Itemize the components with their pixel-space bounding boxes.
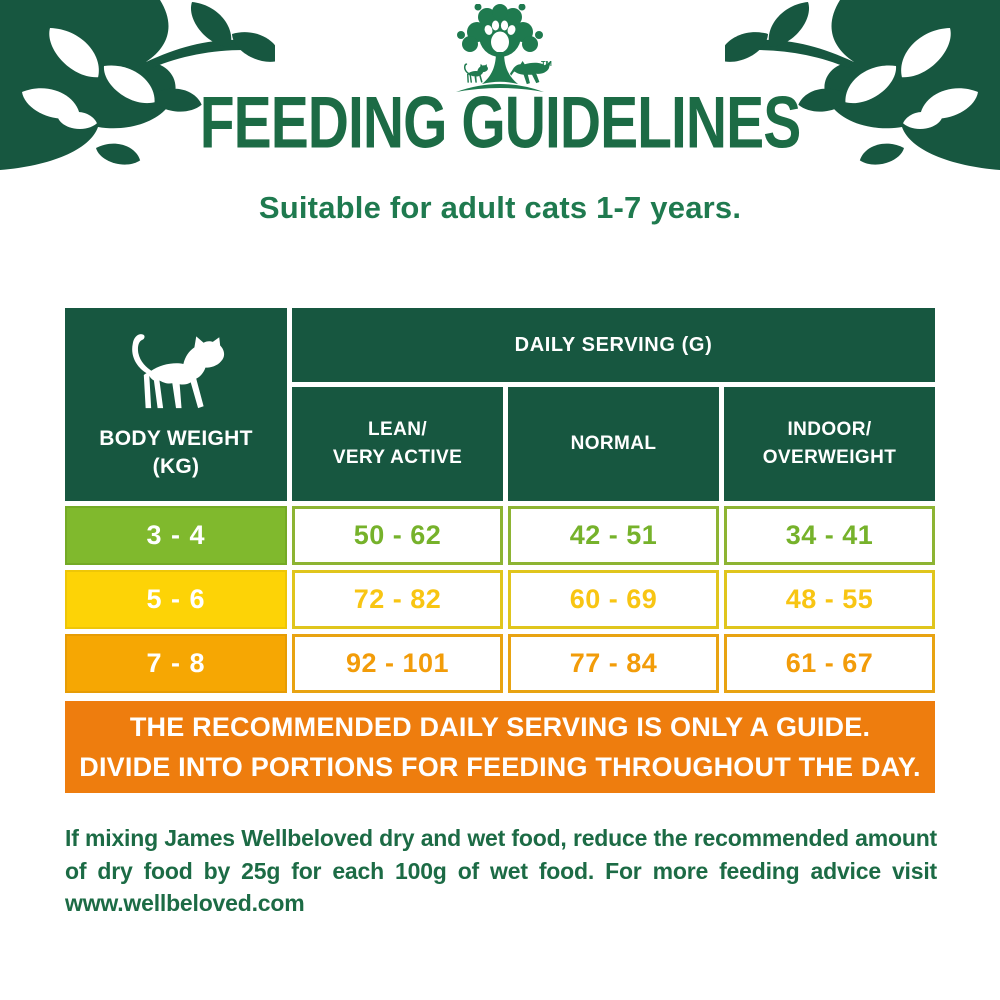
column-header-lean: LEAN/ VERY ACTIVE bbox=[292, 387, 503, 501]
tree-paw-logo-icon: TM bbox=[448, 3, 552, 100]
page-title: FEEDING GUIDELINES bbox=[199, 81, 801, 164]
serving-cell-row1-indoor: 34 - 41 bbox=[724, 506, 935, 565]
serving-cell-row1-lean: 50 - 62 bbox=[292, 506, 503, 565]
body-weight-label: BODY WEIGHT bbox=[99, 427, 253, 451]
guide-banner: THE RECOMMENDED DAILY SERVING IS ONLY A … bbox=[65, 701, 935, 793]
serving-cell-row3-indoor: 61 - 67 bbox=[724, 634, 935, 693]
page-subtitle: Suitable for adult cats 1-7 years. bbox=[258, 190, 742, 225]
column-header-normal-line1: NORMAL bbox=[570, 433, 657, 455]
weight-cell-row1: 3 - 4 bbox=[65, 506, 287, 565]
body-weight-unit: (KG) bbox=[152, 454, 200, 478]
cat-icon bbox=[132, 334, 225, 409]
serving-cell-row2-lean: 72 - 82 bbox=[292, 570, 503, 629]
serving-cell-row2-normal: 60 - 69 bbox=[508, 570, 719, 629]
footer-note: If mixing James Wellbeloved dry and wet … bbox=[65, 825, 937, 917]
column-header-lean-line1: LEAN/ bbox=[368, 419, 427, 441]
column-header-lean-line2: VERY ACTIVE bbox=[332, 447, 463, 468]
feeding-table: BODY WEIGHT (KG) DAILY SERVING (G) LEAN/… bbox=[65, 308, 935, 693]
serving-cell-row2-indoor: 48 - 55 bbox=[724, 570, 935, 629]
trademark-symbol: TM bbox=[541, 59, 552, 68]
weight-cell-row3: 7 - 8 bbox=[65, 634, 287, 693]
guide-banner-line2: DIVIDE INTO PORTIONS FOR FEEDING THROUGH… bbox=[79, 752, 921, 782]
body-weight-header-cell: BODY WEIGHT (KG) bbox=[65, 308, 287, 501]
guide-banner-line1: THE RECOMMENDED DAILY SERVING IS ONLY A … bbox=[129, 711, 871, 742]
column-header-indoor-line2: OVERWEIGHT bbox=[762, 447, 897, 468]
column-header-indoor-line1: INDOOR/ bbox=[787, 419, 872, 441]
leaf-ornament-top-left-icon bbox=[0, 0, 287, 195]
serving-cell-row3-normal: 77 - 84 bbox=[508, 634, 719, 693]
column-header-normal: NORMAL bbox=[508, 387, 719, 501]
daily-serving-header-cell: DAILY SERVING (G) bbox=[292, 308, 935, 382]
weight-cell-row2: 5 - 6 bbox=[65, 570, 287, 629]
column-header-indoor: INDOOR/ OVERWEIGHT bbox=[724, 387, 935, 501]
serving-cell-row3-lean: 92 - 101 bbox=[292, 634, 503, 693]
daily-serving-label: DAILY SERVING (G) bbox=[514, 333, 713, 356]
serving-cell-row1-normal: 42 - 51 bbox=[508, 506, 719, 565]
leaf-ornament-top-right-icon bbox=[713, 0, 1000, 195]
